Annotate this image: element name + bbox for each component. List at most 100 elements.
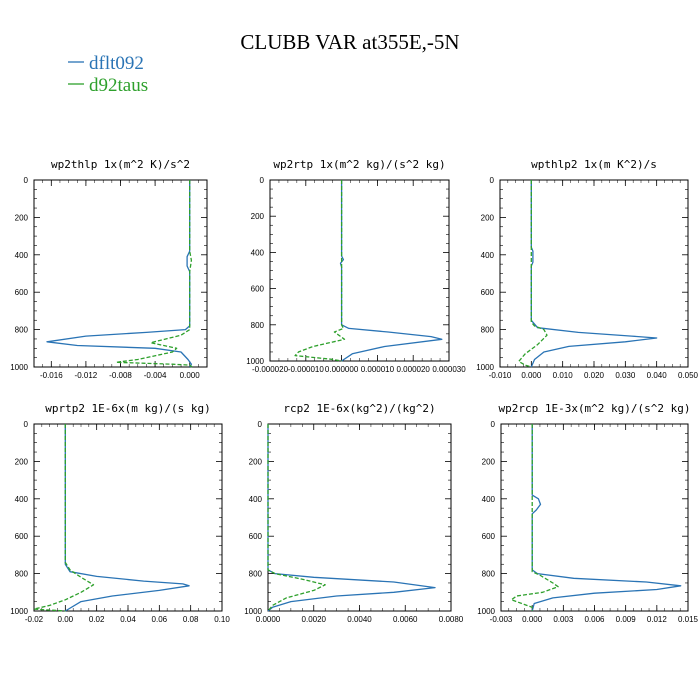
y-tick-label: 600: [482, 532, 496, 541]
y-tick-label: 400: [249, 495, 263, 504]
x-tick-label: 0.000: [522, 615, 543, 624]
x-tick-label: 0.003: [553, 615, 574, 624]
panels: wp2thlp 1x(m^2 K)/s^202004006008001000-0…: [10, 158, 698, 624]
y-tick-label: 1000: [10, 363, 28, 372]
y-tick-label: 0: [258, 420, 263, 429]
x-tick-label: 0.006: [584, 615, 605, 624]
series-line-d92taus: [267, 424, 326, 612]
panel-3: wpthlp2 1x(m K^2)/s 0 200 400 600 800 1000-0.0…: [476, 158, 698, 380]
series-line-d92taus: [294, 180, 346, 362]
panel-2: wp2rtp 1x(m^2 kg)/(s^2 kg) 0 200 400 600 800 1…: [246, 158, 466, 374]
x-tick-label: -0.010: [489, 371, 512, 380]
x-tick-label: -0.000010: [288, 365, 325, 374]
x-tick-label: 0.08: [183, 615, 199, 624]
x-tick-label: -0.016: [40, 371, 63, 380]
x-tick-label: 0.06: [152, 615, 168, 624]
y-tick-label: 800: [251, 321, 265, 330]
x-tick-label: 0.00: [58, 615, 74, 624]
y-tick-label: 400: [251, 248, 265, 257]
series-line-d92taus: [33, 424, 95, 612]
series-line-dflt092: [339, 180, 443, 362]
y-tick-label: 600: [481, 288, 495, 297]
y-tick-label: 800: [482, 570, 496, 579]
y-tick-label: 0: [491, 420, 496, 429]
x-tick-label: 0.10: [214, 615, 230, 624]
y-tick-label: 400: [481, 251, 495, 260]
series-line-d92taus: [510, 424, 559, 611]
x-tick-label: 0.040: [647, 371, 668, 380]
panel-4: wprtp2 1E-6x(m kg)/(s kg) 0 200 400 600 800 10…: [10, 402, 230, 624]
y-tick-label: 200: [15, 213, 29, 222]
x-tick-label: -0.012: [75, 371, 98, 380]
y-tick-label: 600: [15, 288, 29, 297]
series-line-dflt092: [531, 424, 682, 612]
y-tick-label: 800: [15, 326, 29, 335]
plot-frame: [499, 179, 689, 368]
y-tick-label: 0: [490, 176, 495, 185]
series-line-dflt092: [530, 180, 658, 368]
series-line-d92taus: [518, 180, 548, 368]
x-tick-label: -0.02: [25, 615, 44, 624]
legend: dflt092 d92taus: [68, 53, 148, 96]
panel-1: wp2thlp 1x(m^2 K)/s^2 0 200 400 600 800 1000 -0…: [10, 158, 208, 380]
x-tick-label: -0.008: [109, 371, 132, 380]
y-tick-label: 1000: [476, 363, 494, 372]
panel-title: wpthlp2 1x(m K^2)/s: [531, 158, 657, 171]
x-tick-label: 0.02: [89, 615, 105, 624]
x-tick-label: 0.009: [616, 615, 637, 624]
x-tick-label: 0.020: [584, 371, 605, 380]
plot-frame: [267, 423, 452, 612]
y-tick-label: 800: [15, 570, 29, 579]
y-tick-label: 0: [24, 176, 29, 185]
y-tick-label: 200: [249, 457, 263, 466]
panel-6: wp2rcp 1E-3x(m^2 kg)/(s^2 kg)0 200 400 600 8…: [477, 402, 698, 624]
y-tick-label: 800: [249, 570, 263, 579]
series-line-dflt092: [267, 424, 436, 612]
y-tick-label: 1000: [477, 607, 495, 616]
y-tick-label: 200: [15, 457, 29, 466]
x-tick-label: -0.000020: [252, 365, 289, 374]
panel-5: rcp2 1E-6x(kg^2)/(kg^2) 0 200 400 600 800 1000…: [244, 402, 464, 624]
figure-title: CLUBB VAR at355E,-5N: [240, 30, 459, 54]
legend-label-dflt092: dflt092: [89, 53, 144, 74]
x-tick-label: 0.012: [647, 615, 668, 624]
x-tick-label: -0.003: [490, 615, 513, 624]
x-tick-label: 0.0060: [393, 615, 418, 624]
panel-title: rcp2 1E-6x(kg^2)/(kg^2): [283, 402, 435, 415]
y-tick-label: 1000: [246, 357, 264, 366]
x-tick-label: 0.04: [120, 615, 136, 624]
x-tick-label: 0.000: [180, 371, 201, 380]
y-tick-label: 200: [481, 213, 495, 222]
y-tick-label: 800: [481, 326, 495, 335]
legend-label-d92taus: d92taus: [89, 75, 148, 96]
series-line-dflt092: [46, 180, 193, 368]
x-tick-label: 0.015: [678, 615, 699, 624]
x-tick-label: 0.000030: [432, 365, 466, 374]
y-tick-label: 400: [482, 495, 496, 504]
y-tick-label: 0: [260, 176, 265, 185]
series-line-d92taus: [115, 180, 193, 368]
y-tick-label: 200: [482, 457, 496, 466]
plot-frame: [33, 423, 223, 612]
y-tick-label: 1000: [10, 607, 28, 616]
y-tick-label: 400: [15, 495, 29, 504]
x-tick-label: 0.0000: [256, 615, 281, 624]
panel-title: wp2rtp 1x(m^2 kg)/(s^2 kg): [273, 158, 445, 171]
x-tick-label: 0.0020: [302, 615, 327, 624]
x-tick-label: 0.0080: [439, 615, 464, 624]
x-tick-label: 0.0040: [347, 615, 372, 624]
y-tick-label: 1000: [244, 607, 262, 616]
x-tick-label: 0.030: [615, 371, 636, 380]
y-tick-label: 600: [251, 285, 265, 294]
panel-title: wp2thlp 1x(m^2 K)/s^2: [51, 158, 190, 171]
plot-frame: [33, 179, 208, 368]
y-tick-label: 400: [15, 251, 29, 260]
y-tick-label: 600: [15, 532, 29, 541]
x-tick-label: 0.010: [553, 371, 574, 380]
x-tick-label: -0.004: [144, 371, 167, 380]
plot-frame: [269, 179, 450, 362]
x-tick-label: 0.000010: [361, 365, 395, 374]
x-tick-label: 0.000: [521, 371, 542, 380]
x-tick-label: 0.000020: [397, 365, 431, 374]
